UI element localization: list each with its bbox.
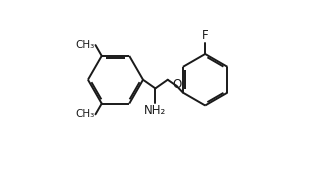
Text: NH₂: NH₂ (144, 104, 167, 117)
Text: F: F (202, 29, 209, 42)
Text: CH₃: CH₃ (75, 109, 95, 119)
Text: CH₃: CH₃ (75, 40, 95, 50)
Text: O: O (173, 78, 182, 91)
